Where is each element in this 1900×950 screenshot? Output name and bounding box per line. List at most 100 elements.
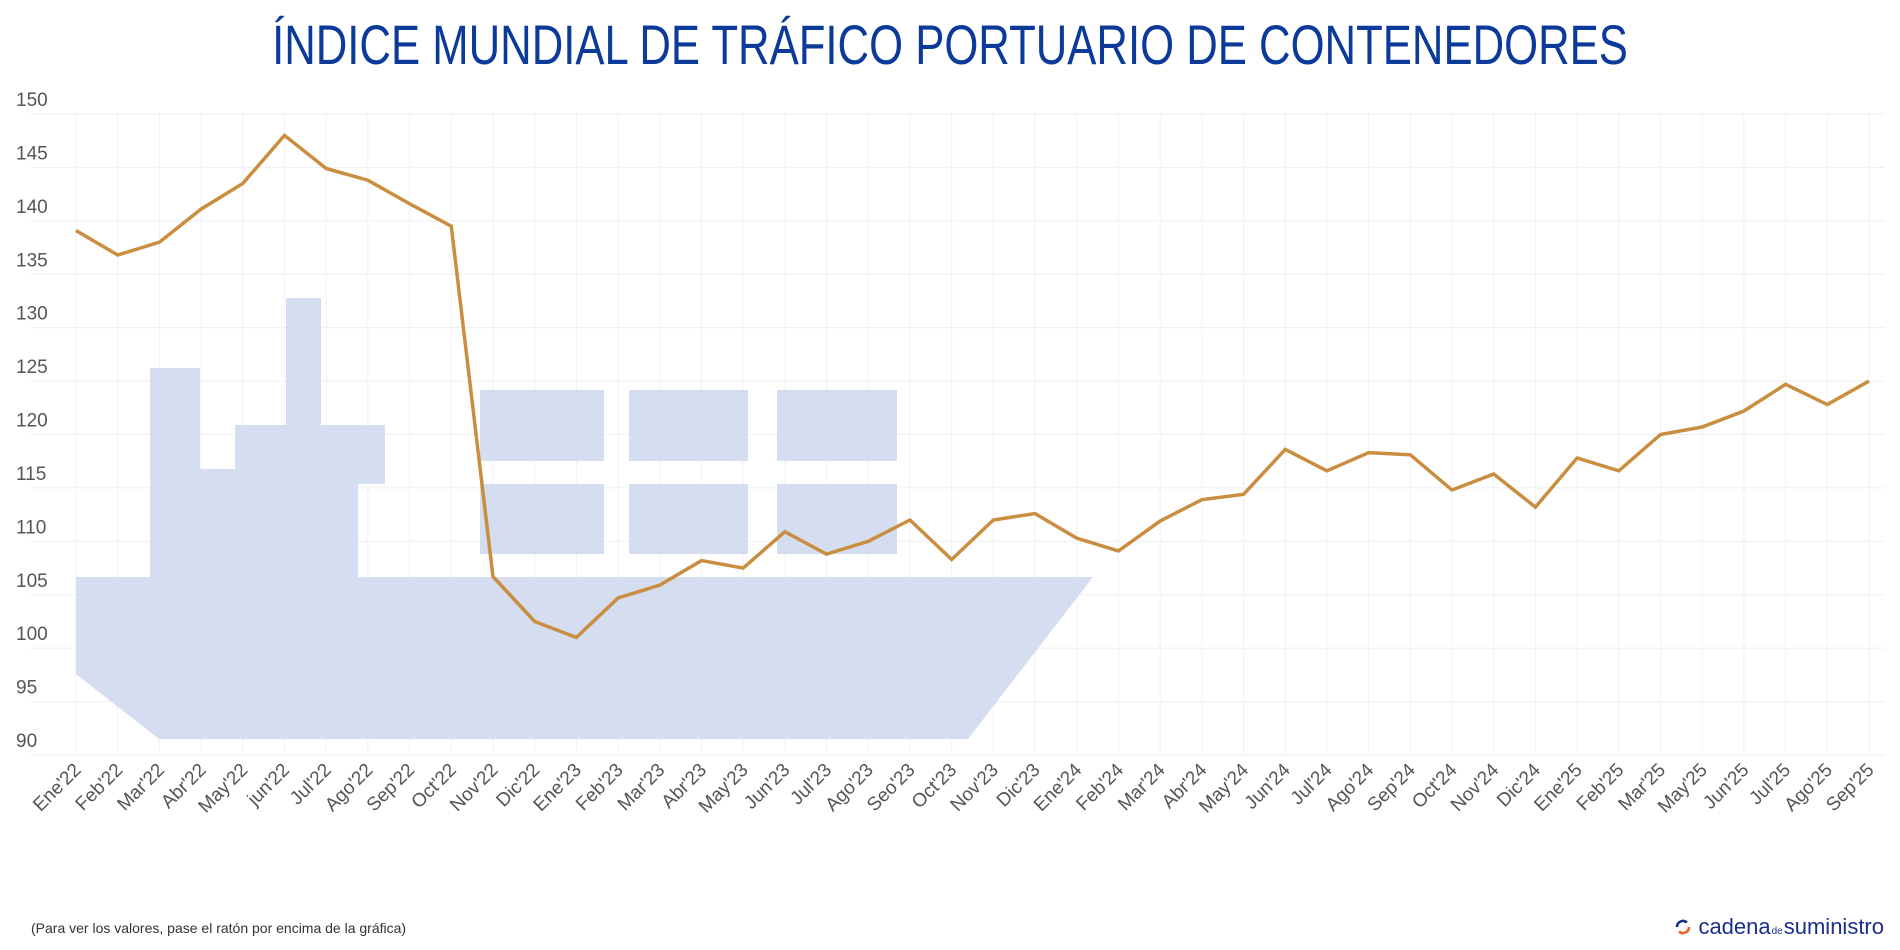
- data-point[interactable]: [237, 177, 249, 189]
- x-tick-label: Ene'24: [1030, 759, 1087, 816]
- logo[interactable]: cadenadesuministro: [1674, 914, 1884, 940]
- series-line[interactable]: [75, 132, 1870, 640]
- data-point[interactable]: [1529, 501, 1541, 513]
- logo-text-de: de: [1771, 926, 1783, 937]
- x-tick-label: Ene'23: [530, 760, 586, 816]
- data-point[interactable]: [612, 592, 624, 604]
- x-tick-label: Ene'22: [29, 760, 85, 816]
- data-point[interactable]: [1154, 515, 1166, 527]
- data-point[interactable]: [1696, 421, 1708, 433]
- data-point[interactable]: [445, 220, 457, 232]
- data-point[interactable]: [1863, 375, 1875, 387]
- y-tick-label: 145: [16, 143, 48, 164]
- footnote: (Para ver los valores, pase el ratón por…: [31, 920, 407, 936]
- data-point[interactable]: [1488, 468, 1500, 480]
- container: [629, 390, 748, 461]
- logo-text: cadena: [1698, 914, 1771, 939]
- data-point[interactable]: [320, 162, 332, 174]
- y-tick-label: 95: [16, 678, 37, 699]
- data-point[interactable]: [654, 579, 666, 591]
- y-tick-label: 110: [16, 517, 46, 538]
- ship-bridge-tower: [150, 368, 200, 578]
- data-point[interactable]: [1321, 465, 1333, 477]
- x-tick-label: Mar'23: [614, 760, 669, 815]
- data-point[interactable]: [904, 514, 916, 526]
- x-tick-label: Sep'25: [1822, 760, 1878, 816]
- container: [777, 484, 897, 554]
- data-point[interactable]: [1655, 429, 1667, 441]
- data-point[interactable]: [1738, 405, 1750, 417]
- y-tick-label: 140: [16, 197, 48, 218]
- x-tick-label: Jun'23: [740, 760, 794, 814]
- data-point[interactable]: [1571, 452, 1583, 464]
- chart-title: ÍNDICE MUNDIAL DE TRÁFICO PORTUARIO DE C…: [272, 13, 1628, 76]
- y-tick-label: 125: [16, 357, 48, 378]
- y-tick-label: 100: [16, 624, 48, 645]
- data-point[interactable]: [1404, 449, 1416, 461]
- data-point[interactable]: [1363, 447, 1375, 459]
- logo-text-end: suministro: [1783, 914, 1884, 939]
- data-point[interactable]: [404, 198, 416, 210]
- x-tick-label: Nov'22: [446, 760, 502, 816]
- data-point[interactable]: [987, 514, 999, 526]
- ship-block: [199, 469, 237, 578]
- data-point[interactable]: [779, 526, 791, 538]
- y-tick-label: 130: [16, 304, 48, 325]
- x-tick-label: Mar'22: [113, 760, 168, 815]
- data-point[interactable]: [1821, 399, 1833, 411]
- data-point[interactable]: [1780, 378, 1792, 390]
- data-point[interactable]: [195, 203, 207, 215]
- data-point[interactable]: [695, 555, 707, 567]
- logo-icon: [1676, 919, 1691, 935]
- data-point[interactable]: [362, 174, 374, 186]
- x-tick-label: Seo'23: [863, 760, 919, 816]
- data-point[interactable]: [862, 535, 874, 547]
- data-point[interactable]: [1071, 532, 1083, 544]
- data-point[interactable]: [821, 548, 833, 560]
- data-point[interactable]: [529, 615, 541, 627]
- container-ship-illustration: [76, 298, 1093, 739]
- x-tick-label: Nov'23: [947, 760, 1003, 816]
- data-point[interactable]: [112, 249, 124, 261]
- y-tick-label: 150: [16, 90, 48, 111]
- x-tick-label: Sep'22: [363, 760, 419, 816]
- x-tick-label: Mar'24: [1114, 759, 1170, 815]
- data-point[interactable]: [737, 562, 749, 574]
- ship-hull: [76, 577, 1093, 739]
- x-tick-label: Sep'24: [1364, 759, 1421, 816]
- x-tick-label: Jun'24: [1241, 759, 1295, 813]
- container: [480, 484, 604, 554]
- data-point[interactable]: [487, 571, 499, 583]
- data-point[interactable]: [1279, 443, 1291, 455]
- x-tick-label: Jun'25: [1699, 760, 1753, 814]
- ship-block: [320, 483, 358, 578]
- x-tick-label: Ene'25: [1530, 760, 1586, 816]
- data-point[interactable]: [1196, 494, 1208, 506]
- x-axis: Ene'22Feb'22Mar'22Abr'22May'22jun'22Jul'…: [29, 759, 1878, 817]
- data-point[interactable]: [1238, 488, 1250, 500]
- container: [480, 390, 604, 461]
- y-tick-label: 120: [16, 411, 48, 432]
- y-tick-label: 105: [16, 571, 48, 592]
- line-chart[interactable]: 150 145 140 135 130 125 120 115 110 105 100 95 90 En…: [0, 0, 1900, 900]
- y-tick-label: 135: [16, 250, 48, 271]
- data-point[interactable]: [1613, 465, 1625, 477]
- data-point[interactable]: [1112, 545, 1124, 557]
- data-point[interactable]: [570, 631, 582, 643]
- x-tick-label: jun'22: [243, 760, 294, 811]
- data-point[interactable]: [1029, 508, 1041, 520]
- x-tick-label: Nov'24: [1447, 759, 1504, 816]
- y-axis: 150 145 140 135 130 125 120 115 110 105 100 95 90: [16, 90, 48, 752]
- data-point[interactable]: [278, 129, 290, 141]
- data-point[interactable]: [946, 553, 958, 565]
- data-point[interactable]: [70, 224, 82, 236]
- ship-block: [320, 425, 385, 484]
- y-tick-label: 90: [16, 731, 37, 752]
- y-tick-label: 115: [16, 464, 46, 485]
- data-point[interactable]: [1446, 484, 1458, 496]
- data-point[interactable]: [153, 236, 165, 248]
- ship-funnel: [286, 298, 321, 578]
- ship-block: [235, 425, 287, 578]
- container: [777, 390, 897, 461]
- container: [629, 484, 748, 554]
